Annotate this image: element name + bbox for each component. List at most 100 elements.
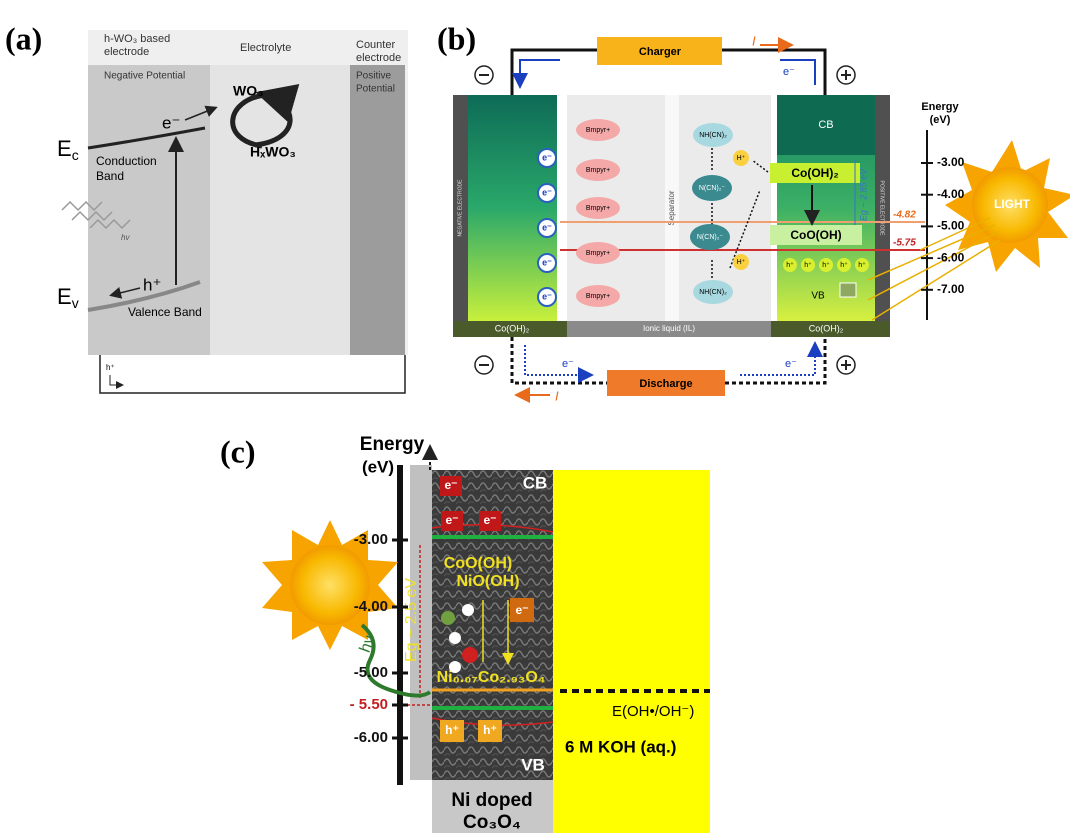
electron-label: e⁻ (444, 478, 457, 492)
hxwo3-label: HₓWO₃ (250, 144, 296, 160)
body: (a) h-WO₃ based electrode Electrolyte Co… (0, 0, 1070, 833)
potential-label: Positive (356, 71, 391, 82)
cation-label: Bmpyr+ (586, 250, 610, 257)
tick-label: - 5.50 (350, 696, 388, 713)
panel-a: (a) h-WO₃ based electrode Electrolyte Co… (5, 20, 408, 393)
species-label: CoO(OH) (790, 228, 841, 242)
electrolyte-region (553, 470, 710, 833)
counter-label: Counter (356, 39, 395, 51)
proton-label: H⁺ (737, 259, 746, 266)
hole-label: h⁺ (822, 262, 830, 269)
lens-icon (840, 283, 856, 297)
electrolyte-label: Electrolyte (240, 42, 291, 54)
figure: (a) h-WO₃ based electrode Electrolyte Co… (0, 0, 1070, 833)
hole-label: h⁺ (804, 262, 812, 269)
cb-label: CB (523, 473, 548, 492)
electron-label: e⁻ (562, 358, 574, 370)
light-label: LIGHT (994, 197, 1031, 211)
anion-label: N(CN)₂⁻ (699, 185, 726, 192)
circuit-arrow (110, 375, 122, 385)
current-label: I (555, 388, 559, 403)
tick-label: -6.00 (937, 250, 965, 264)
counter-region (350, 65, 405, 355)
axis-title: Energy (921, 101, 959, 113)
circuit-hole-label: h⁺ (106, 363, 115, 372)
cation-label: Bmpyr+ (586, 127, 610, 134)
cation-label: Bmpyr+ (586, 293, 610, 300)
material-label: Co₃O₄ (463, 812, 521, 833)
species-label: Co(OH)₂ (791, 166, 838, 180)
electrolyte-region (210, 65, 350, 355)
hv-label: hν (357, 633, 379, 655)
page: Energy band diagrams {"panel_a": {"label… (0, 0, 1070, 833)
electron-label: e⁻ (783, 66, 795, 78)
axis-title: (eV) (362, 457, 394, 476)
hole-label: h⁺ (840, 262, 848, 269)
cb-label: CB (818, 119, 833, 131)
current-label: I (752, 33, 756, 48)
bottom-label: Co(OH)₂ (809, 323, 844, 333)
band-label: Valence Band (128, 305, 202, 319)
circuit (100, 355, 405, 393)
hole-label: h⁺ (483, 723, 497, 737)
ec-label: Ec (57, 136, 79, 163)
electrode-label: POSITIVE ELECTRODE (879, 180, 885, 236)
proton-label: H⁺ (737, 155, 746, 162)
tick-label: -6.00 (354, 729, 388, 746)
panel-c: (c) Energy (eV) Eg ~ 2.5 eV CB VB e⁻ CoO… (220, 433, 710, 833)
bandgap-label: Eg ~ 2.5 eV (403, 578, 420, 662)
vb-label: VB (521, 755, 545, 774)
tick-label: -4.00 (937, 187, 965, 201)
discharge-electron-arrow (740, 345, 815, 375)
material-label: Ni doped (451, 790, 532, 811)
species-label: CoO(OH) (444, 555, 512, 572)
panel-label: (c) (220, 433, 256, 469)
anion-label: NH(CN)₂ (699, 132, 727, 139)
electron-label: e⁻ (542, 291, 552, 301)
potential-label: Potential (356, 84, 395, 95)
band-label: Conduction (96, 154, 157, 168)
electron-label: e⁻ (542, 222, 552, 232)
vb-label: VB (811, 291, 825, 302)
hole-label: h⁺ (445, 723, 459, 737)
species-label: NiO(OH) (456, 573, 519, 590)
tick-label: -4.00 (354, 598, 388, 615)
bottom-label: Co(OH)₂ (495, 323, 530, 333)
ev-label: Ev (57, 284, 79, 311)
negative-electrode (468, 95, 557, 321)
separator-label: Separator (667, 190, 676, 225)
anion-label: N(CN)₂⁻ (697, 234, 724, 241)
axis-title: (eV) (930, 114, 951, 126)
band-label: Band (96, 169, 124, 183)
panel-label: (a) (5, 20, 42, 56)
bandgap-label: Eg ~ 2.85 eV (858, 168, 868, 221)
electrode-label: NEGATIVE ELECTRODE (457, 179, 463, 237)
electron-label: e⁻ (162, 113, 180, 132)
subscript: c (72, 147, 79, 163)
electrolyte-label: 6 M KOH (aq.) (565, 737, 676, 756)
hole-label: h⁺ (143, 275, 161, 294)
electron-label: e⁻ (542, 152, 552, 162)
level-label: -5.75 (893, 238, 916, 249)
hole-label: h⁺ (858, 262, 866, 269)
tick-label: -5.00 (354, 664, 388, 681)
electrode-label: electrode (104, 46, 149, 58)
tick-label: -5.00 (937, 219, 965, 233)
tick-label: -7.00 (937, 282, 965, 296)
axis-title: Energy (360, 434, 425, 455)
level-label: -4.82 (893, 210, 916, 221)
electron-label: e⁻ (785, 358, 797, 370)
charger-label: Charger (639, 46, 682, 58)
tick-label: -3.00 (354, 531, 388, 548)
cation-label: Bmpyr+ (586, 205, 610, 212)
discharge-label: Discharge (639, 378, 692, 390)
electrode-label: h-WO₃ based (104, 33, 170, 45)
tick-label: -3.00 (937, 155, 965, 169)
counter-label: electrode (356, 52, 401, 64)
electron-label: e⁻ (445, 513, 458, 527)
electron-label: e⁻ (483, 513, 496, 527)
redox-label: E(OH•/OH⁻) (612, 703, 694, 720)
panel-label: (b) (437, 20, 476, 56)
electron-label: e⁻ (515, 603, 528, 617)
subscript: v (72, 295, 79, 311)
